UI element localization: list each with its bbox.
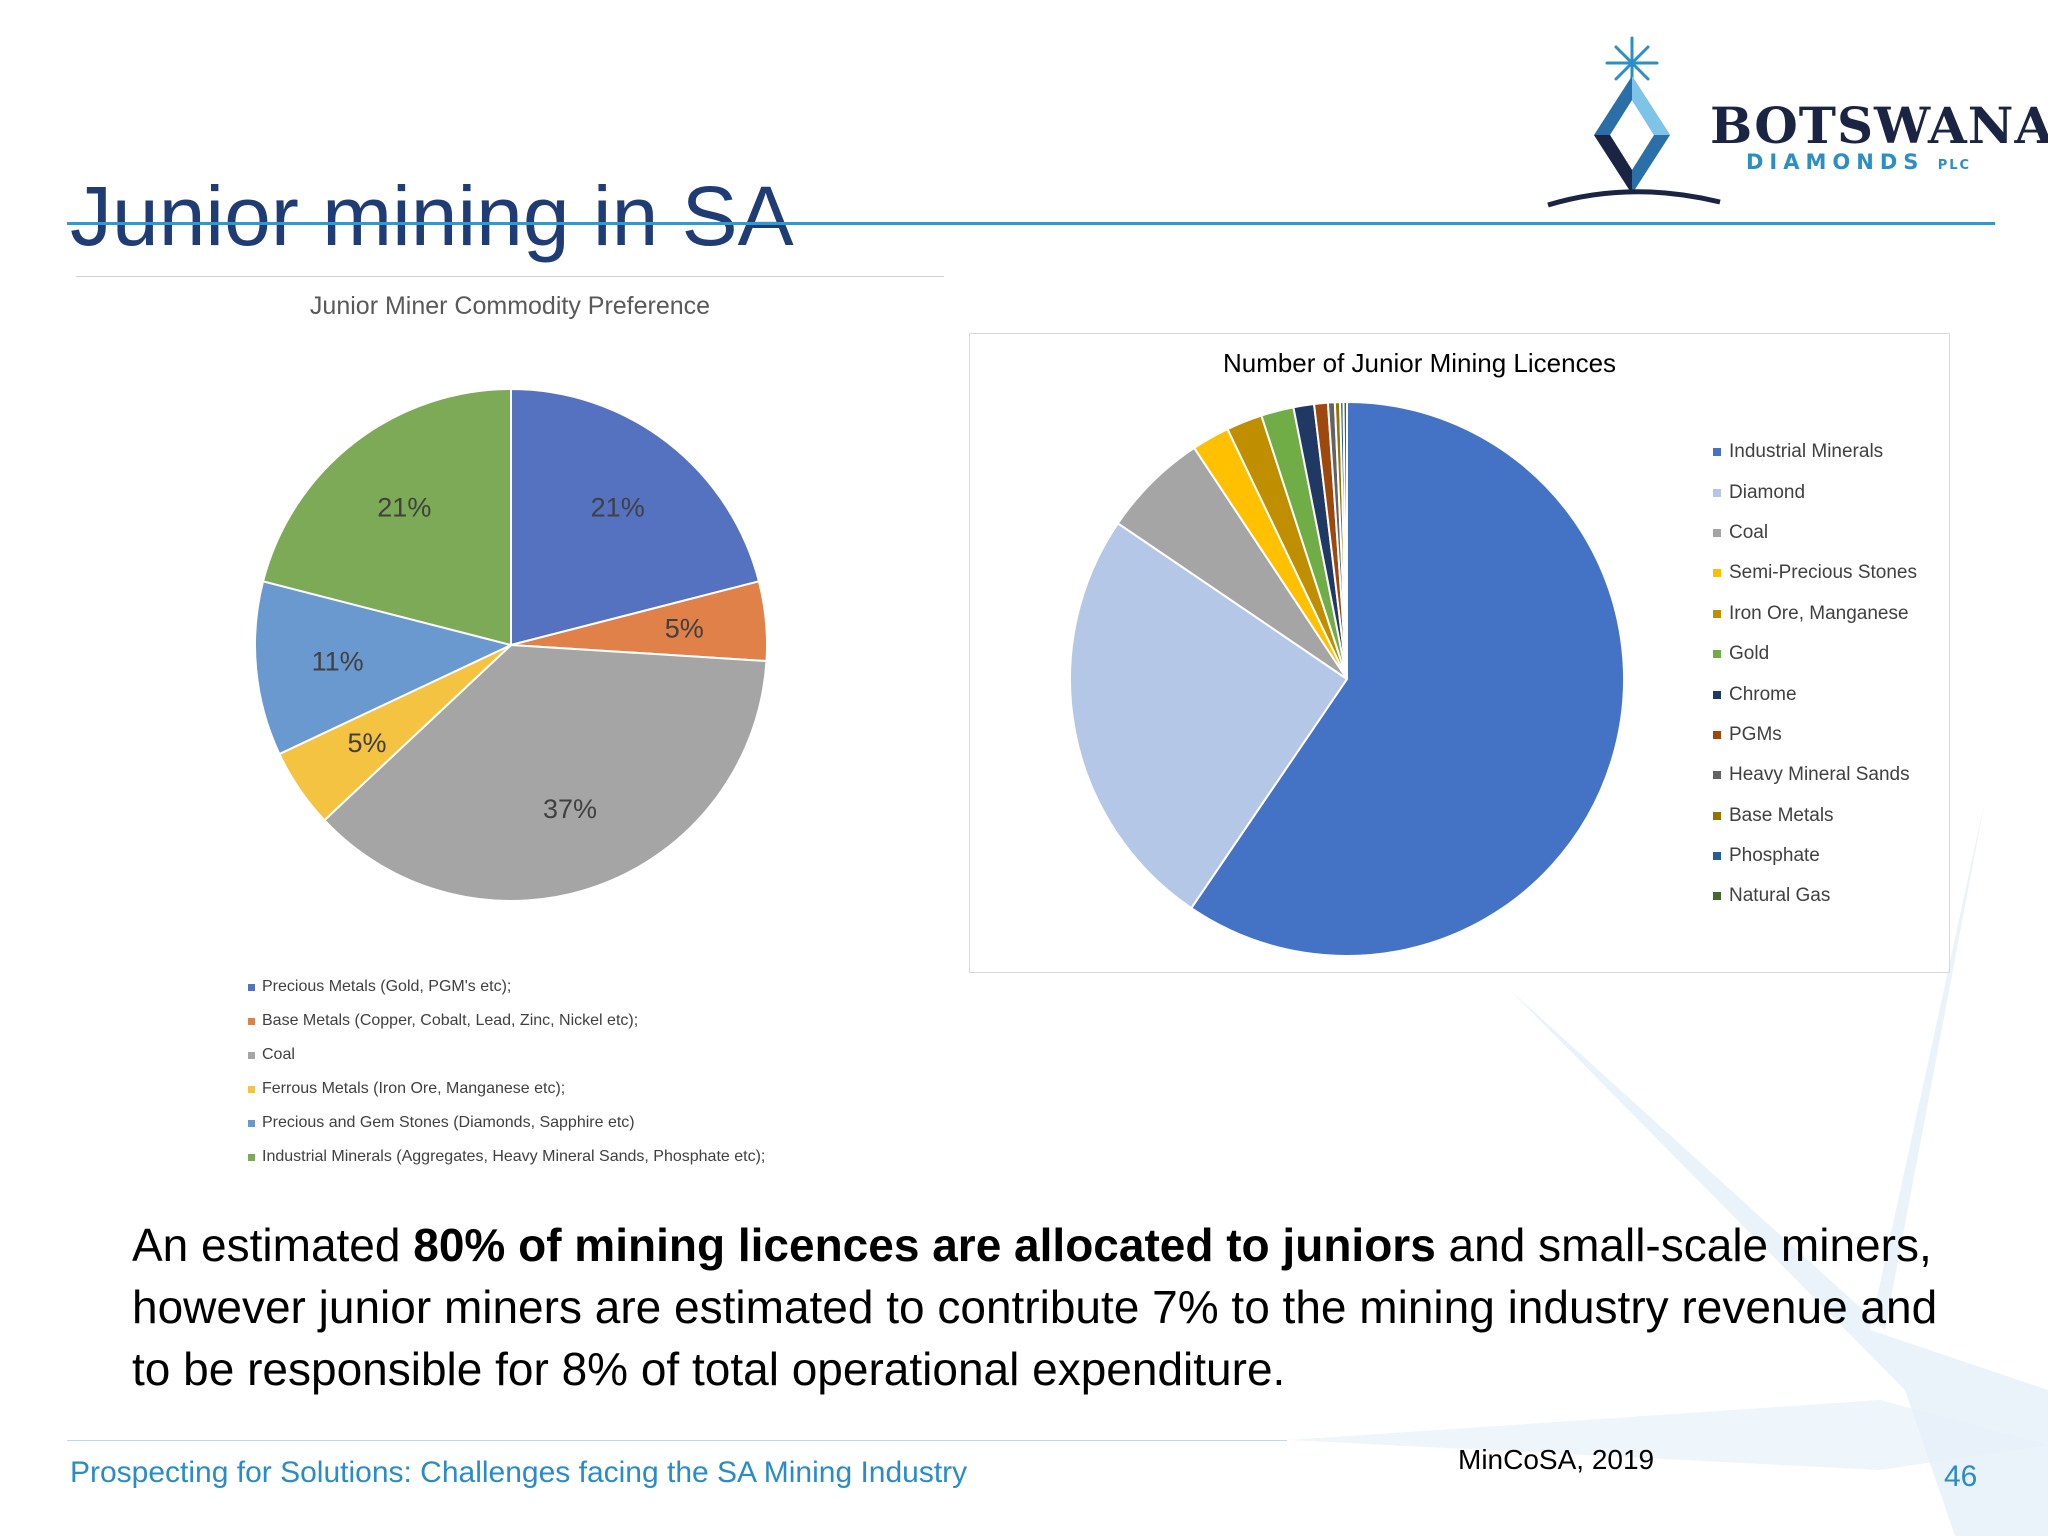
chart1-data-label: 5%: [665, 614, 704, 644]
diamond-star-icon: [1547, 36, 1721, 208]
chart2-legend-item: Coal: [1713, 513, 1917, 553]
chart2-legend-swatch: [1713, 448, 1721, 457]
chart2-legend: Industrial Minerals Diamond Coal Semi-Preci…: [1713, 432, 1917, 917]
chart2-legend-swatch: [1713, 488, 1721, 497]
chart1-legend-item: Precious Metals (Gold, PGM's etc);: [248, 970, 765, 1004]
footer-caption: Prospecting for Solutions: Challenges fa…: [70, 1456, 968, 1489]
chart1-slice-industrial-minerals-aggregates: [261, 387, 512, 647]
logo-subtitle: DIAMONDS PLC: [1746, 150, 1972, 174]
chart1-slice-precious-and-gem-stones-diamon: [254, 580, 514, 756]
chart2-frame: [969, 333, 1950, 973]
chart2-legend-swatch: [1713, 609, 1721, 618]
chart2-legend-item: Iron Ore, Manganese: [1713, 594, 1917, 634]
chart2-slice-industrial-minerals: [1189, 400, 1625, 957]
chart1-legend-item: Ferrous Metals (Iron Ore, Manganese etc)…: [248, 1072, 765, 1106]
chart2-legend-swatch: [1713, 528, 1721, 537]
title-divider: [67, 222, 1995, 225]
chart1-legend-swatch: [248, 1119, 255, 1127]
source-citation: MinCoSA, 2019: [1458, 1444, 1655, 1475]
chart1-top-divider: [76, 276, 944, 277]
page-number: 46: [1944, 1460, 1978, 1493]
chart1-legend: Precious Metals (Gold, PGM's etc); Base M…: [248, 970, 765, 1174]
chart2-legend-swatch: [1713, 650, 1721, 659]
chart2-legend-item: Diamond: [1713, 472, 1917, 512]
chart1-legend-label: Base Metals (Copper, Cobalt, Lead, Zinc,…: [262, 1012, 639, 1029]
chart2-title: Number of Junior Mining Licences: [1222, 348, 1617, 378]
chart1-title: Junior Miner Commodity Preference: [309, 292, 711, 320]
logo-wordmark: BOTSWANA: [1710, 96, 2048, 155]
slide-title: Junior mining in SA: [70, 169, 794, 264]
body-highlight: 80% of mining licences are allocated to …: [413, 1219, 1436, 1271]
chart2-legend-item: Heavy Mineral Sands: [1713, 755, 1917, 795]
chart1-data-label: 37%: [543, 794, 597, 824]
chart2-slice-diamond: [1069, 521, 1349, 910]
chart1-slice-precious-metals-gold-pgm-s-etc: [510, 387, 761, 647]
chart2-legend-item: Phosphate: [1713, 836, 1917, 876]
chart1-legend-item: Base Metals (Copper, Cobalt, Lead, Zinc,…: [248, 1004, 765, 1038]
chart1-data-label: 21%: [377, 492, 431, 522]
chart2-legend-swatch: [1713, 892, 1721, 901]
chart2-legend-item: Chrome: [1713, 674, 1917, 714]
chart2-legend-label: Gold: [1729, 643, 1770, 665]
chart1-legend-swatch: [248, 1051, 255, 1059]
licences-pie: [1069, 400, 1625, 957]
chart2-legend-label: Coal: [1729, 521, 1769, 543]
chart2-legend-label: Semi-Precious Stones: [1729, 562, 1917, 584]
chart1-legend-item: Coal: [248, 1038, 765, 1072]
chart2-legend-label: Chrome: [1729, 683, 1797, 705]
chart2-legend-label: PGMs: [1729, 723, 1782, 745]
chart1-legend-item: Industrial Minerals (Aggregates, Heavy M…: [248, 1140, 765, 1174]
chart2-legend-label: Industrial Minerals: [1729, 441, 1884, 463]
chart2-legend-label: Iron Ore, Manganese: [1729, 602, 1909, 624]
chart2-legend-swatch: [1713, 771, 1721, 780]
chart2-legend-swatch: [1713, 569, 1721, 578]
chart2-legend-item: PGMs: [1713, 715, 1917, 755]
chart2-legend-label: Base Metals: [1729, 804, 1834, 826]
chart1-data-label: 5%: [348, 728, 387, 758]
chart1-legend-swatch: [248, 1153, 255, 1161]
chart1-legend-label: Industrial Minerals (Aggregates, Heavy M…: [262, 1148, 766, 1165]
chart1-legend-swatch: [248, 1017, 255, 1025]
chart2-legend-label: Natural Gas: [1729, 885, 1831, 907]
chart2-legend-item: Gold: [1713, 634, 1917, 674]
chart1-legend-item: Precious and Gem Stones (Diamonds, Sapph…: [248, 1106, 765, 1140]
chart1-legend-label: Coal: [262, 1046, 295, 1063]
chart2-legend-swatch: [1713, 730, 1721, 739]
chart2-legend-item: Industrial Minerals: [1713, 432, 1917, 472]
chart1-legend-label: Ferrous Metals (Iron Ore, Manganese etc)…: [262, 1080, 566, 1097]
chart2-legend-swatch: [1713, 811, 1721, 820]
chart2-legend-label: Diamond: [1729, 481, 1806, 503]
chart2-legend-item: Semi-Precious Stones: [1713, 553, 1917, 593]
footer-divider: [67, 1440, 1287, 1441]
chart2-legend-swatch: [1713, 690, 1721, 699]
chart2-legend-item: Natural Gas: [1713, 876, 1917, 916]
chart1-data-label: 11%: [312, 646, 364, 676]
chart1-legend-label: Precious Metals (Gold, PGM's etc);: [262, 978, 512, 995]
chart2-legend-label: Heavy Mineral Sands: [1729, 764, 1910, 786]
chart2-slice-natural-gas: [1342, 400, 1348, 680]
logo-plc: PLC: [1937, 158, 1972, 173]
chart1-legend-label: Precious and Gem Stones (Diamonds, Sapph…: [262, 1114, 635, 1131]
body-paragraph: An estimated 80% of mining licences are …: [132, 1219, 1938, 1395]
chart1-legend-swatch: [248, 1085, 255, 1093]
commodity-preference-pie: 21% 5% 37% 5% 11% 21%: [254, 387, 768, 902]
chart1-slice-coal: [322, 643, 768, 902]
chart1-legend-swatch: [248, 983, 255, 991]
chart1-data-label: 21%: [591, 492, 645, 522]
chart2-legend-label: Phosphate: [1729, 845, 1820, 867]
chart2-legend-swatch: [1713, 852, 1721, 861]
chart2-legend-item: Base Metals: [1713, 796, 1917, 836]
